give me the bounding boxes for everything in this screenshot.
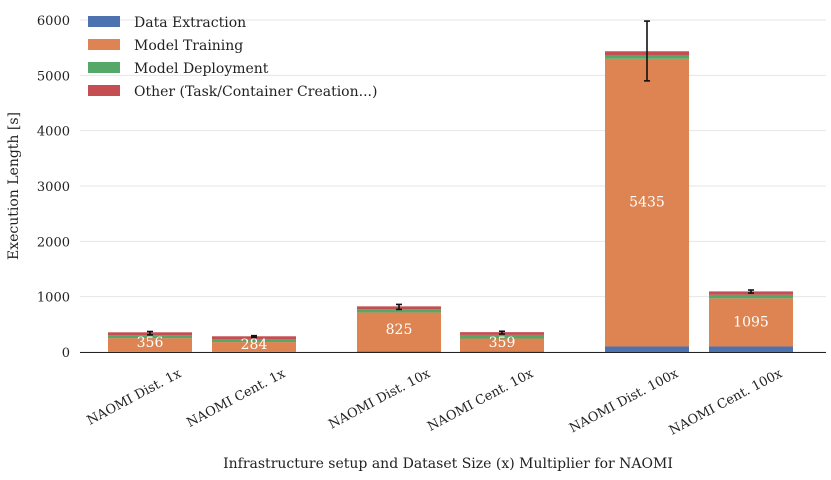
y-tick-label: 0 [62,346,70,361]
y-axis-title: Execution Length [s] [6,112,22,260]
y-tick-label: 1000 [37,291,70,306]
y-tick-label: 6000 [37,14,70,29]
legend-entry-label: Other (Task/Container Creation...) [134,84,377,100]
y-tick-label: 5000 [37,69,70,84]
legend-entry-label: Model Deployment [134,61,269,77]
x-tick-label: NAOMI Dist. 100x [567,366,681,436]
bar-segment [460,351,544,352]
y-tick-label: 4000 [37,125,70,140]
bar-total-label: 1095 [733,315,769,331]
x-tick-label: NAOMI Dist. 10x [326,366,433,432]
y-tick-label: 3000 [37,180,70,195]
legend-swatch [88,62,120,73]
x-tick-label: NAOMI Cent. 10x [425,366,536,435]
bar-segment [357,351,441,352]
bar-total-label: 359 [489,335,516,351]
bar-total-label: 356 [137,335,164,351]
bar-segment [709,295,793,299]
x-axis-title: Infrastructure setup and Dataset Size (x… [223,456,673,472]
y-tick-label: 2000 [37,235,70,250]
legend-entry-label: Model Training [134,38,243,54]
legend-swatch [88,85,120,96]
bar-segment [709,346,793,352]
bar-segment [605,346,689,352]
bar-total-label: 825 [386,322,413,338]
bar-total-label: 5435 [629,195,665,211]
legend-swatch [88,39,120,50]
x-tick-label: NAOMI Cent. 100x [667,366,786,439]
legend: Data Extraction Model Training Model Deplo… [88,15,377,100]
legend-entry-label: Data Extraction [134,15,246,31]
x-tick-label: NAOMI Dist. 1x [85,366,185,429]
x-tick-label: NAOMI Cent. 1x [184,366,288,431]
legend-swatch [88,16,120,27]
bar-total-label: 284 [241,337,268,353]
